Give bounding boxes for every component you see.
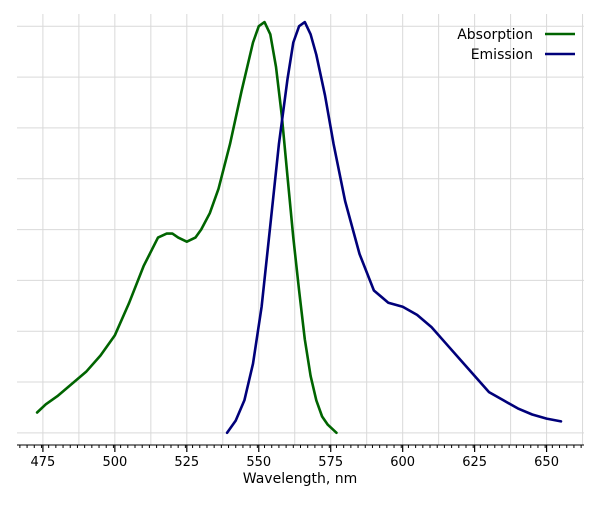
legend-label-emission: Emission	[471, 47, 533, 63]
x-tick-label: 625	[462, 455, 487, 470]
x-axis-label: Wavelength, nm	[243, 471, 357, 487]
axes: 475 500 525 550 575 600 625 650	[17, 444, 584, 470]
x-tick-label: 475	[30, 455, 55, 470]
legend-label-absorption: Absorption	[457, 27, 533, 43]
series-layer	[35, 20, 563, 435]
grid	[17, 14, 584, 445]
x-tick-label: 550	[246, 455, 271, 470]
series-line-absorption	[35, 20, 338, 435]
series-line-emission	[225, 20, 563, 435]
legend: Absorption Emission	[457, 27, 575, 63]
x-tick-label: 600	[390, 455, 415, 470]
x-tick-label: 575	[318, 455, 343, 470]
x-tick-label: 525	[174, 455, 199, 470]
x-tick-label: 650	[534, 455, 559, 470]
x-tick-label: 500	[102, 455, 127, 470]
